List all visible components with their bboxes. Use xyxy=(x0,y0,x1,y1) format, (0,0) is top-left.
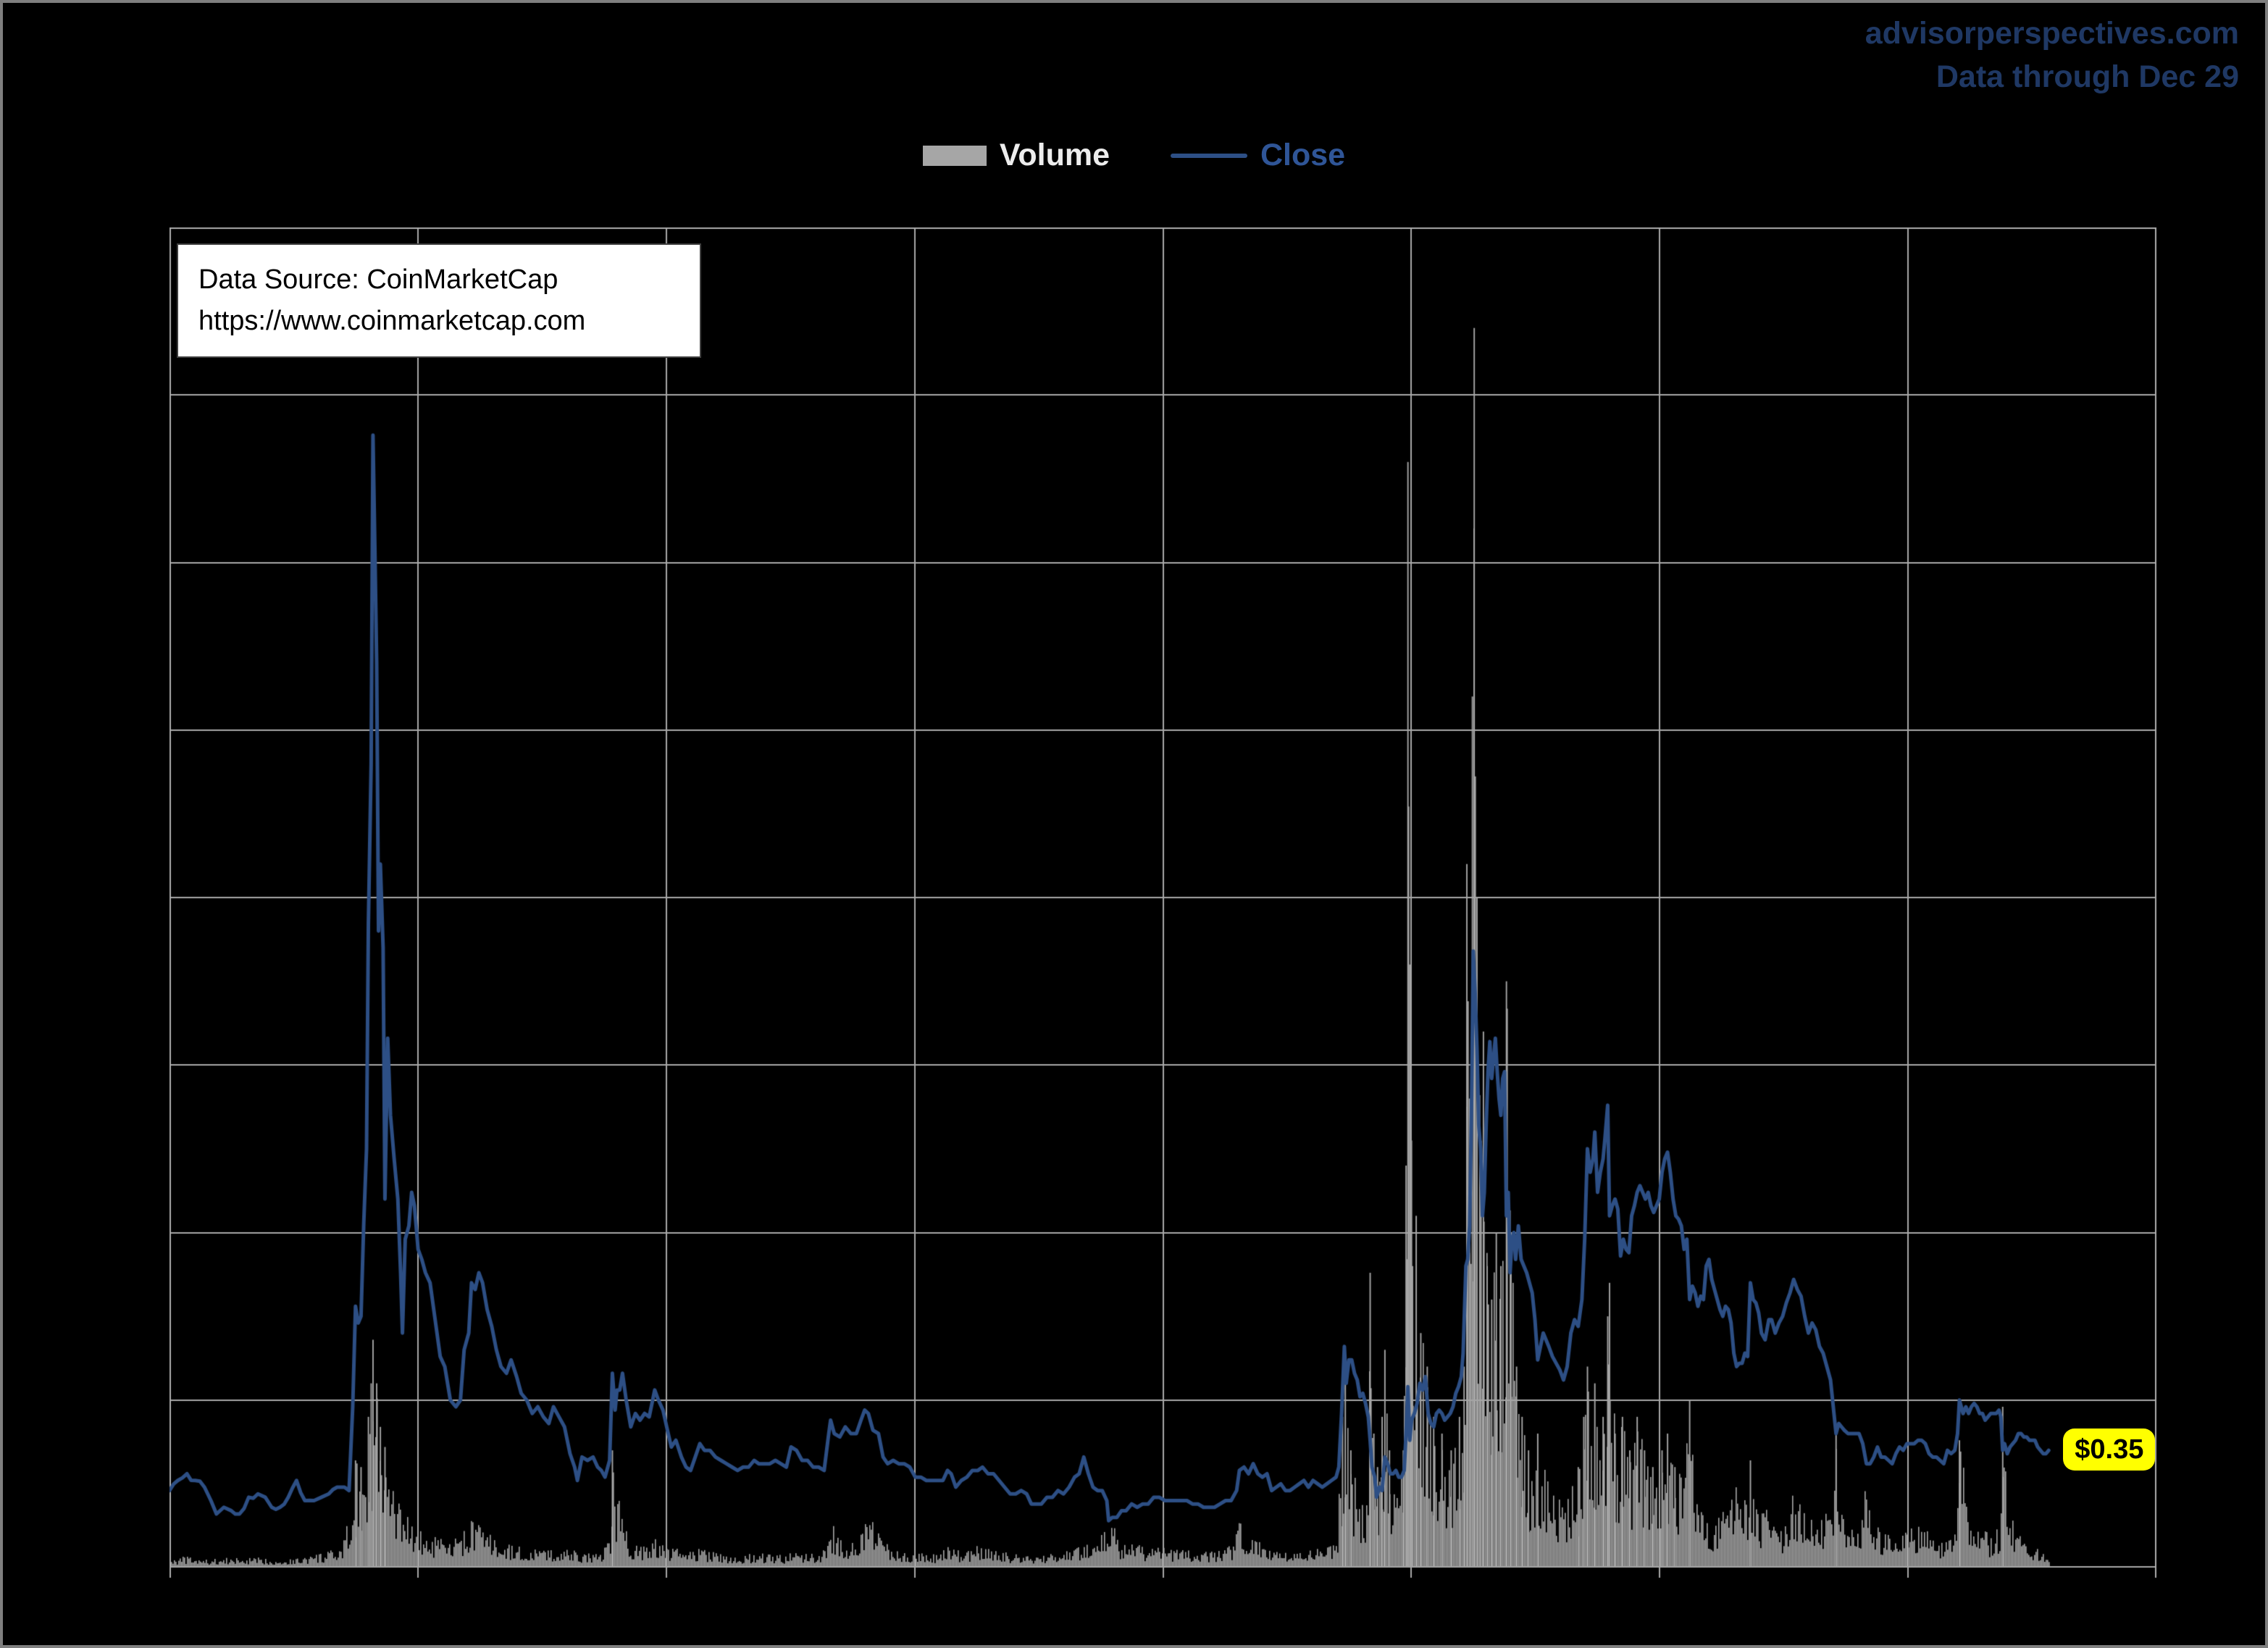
watermark-site: advisorperspectives.com xyxy=(1865,16,2239,51)
data-source-line2: https://www.coinmarketcap.com xyxy=(198,306,586,336)
legend-label-close: Close xyxy=(1260,138,1346,172)
data-source-box: Data Source: CoinMarketCap https://www.c… xyxy=(177,243,701,358)
data-source-line1: Data Source: CoinMarketCap xyxy=(198,264,558,295)
legend-label-volume: Volume xyxy=(999,138,1110,172)
legend-item-volume: Volume xyxy=(922,138,1110,173)
watermark: advisorperspectives.com Data through Dec… xyxy=(1865,12,2239,99)
chart-legend: Volume Close xyxy=(3,138,2265,173)
volume-swatch xyxy=(922,145,987,166)
legend-item-close: Close xyxy=(1171,138,1345,173)
close-swatch xyxy=(1171,153,1247,158)
price-volume-chart xyxy=(170,227,2156,1584)
last-price-badge: $0.35 xyxy=(2063,1429,2156,1471)
watermark-data-through: Data through Dec 29 xyxy=(1936,59,2239,94)
